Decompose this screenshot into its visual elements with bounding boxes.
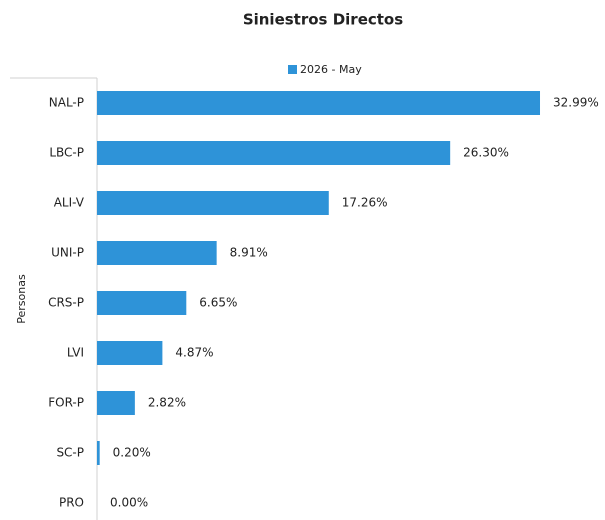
y-tick-label: SC-P [56, 446, 84, 460]
value-label: 8.91% [230, 246, 268, 260]
bar [97, 291, 187, 315]
value-label: 0.00% [110, 496, 148, 510]
group-label: Personas [15, 274, 28, 324]
y-tick-label: ALI-V [54, 196, 85, 210]
y-tick-label: FOR-P [48, 396, 84, 410]
y-tick-label: LVI [67, 346, 84, 360]
legend-swatch [288, 65, 297, 74]
y-tick-label: NAL-P [49, 96, 84, 110]
bar [97, 441, 100, 465]
value-label: 4.87% [175, 346, 213, 360]
chart-title: Siniestros Directos [243, 11, 403, 29]
bar [97, 91, 541, 115]
y-tick-label: PRO [59, 496, 84, 510]
bar [97, 341, 163, 365]
value-label: 6.65% [199, 296, 237, 310]
legend-label: 2026 - May [300, 63, 362, 76]
value-label: 32.99% [553, 96, 599, 110]
bar [97, 241, 217, 265]
value-label: 0.20% [113, 446, 151, 460]
value-label: 2.82% [148, 396, 186, 410]
bar [97, 191, 329, 215]
value-label: 17.26% [342, 196, 388, 210]
y-tick-label: CRS-P [48, 296, 84, 310]
value-label: 26.30% [463, 146, 509, 160]
bar [97, 391, 135, 415]
y-tick-label: LBC-P [49, 146, 84, 160]
bar [97, 141, 451, 165]
y-tick-label: UNI-P [51, 246, 84, 260]
